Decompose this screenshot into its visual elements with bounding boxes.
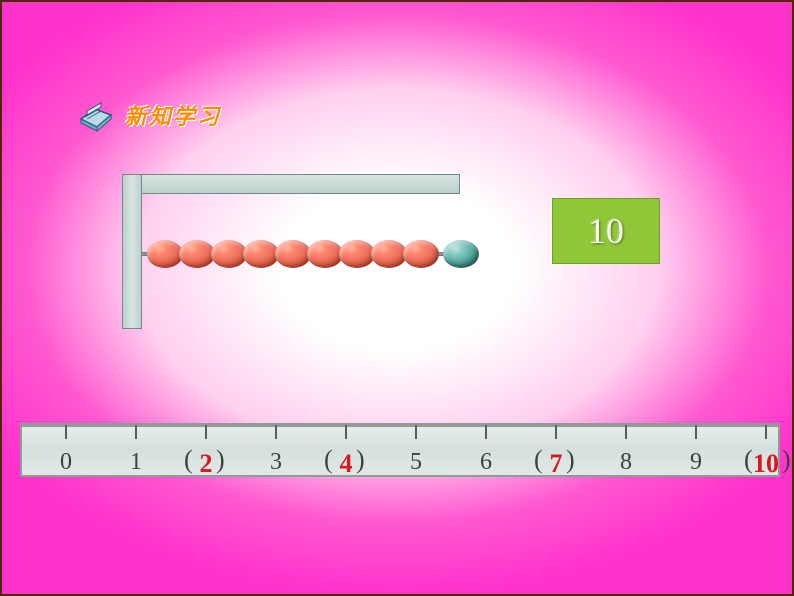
red-bead	[307, 240, 343, 268]
slide-background: 新知学习 10 01()23()456()789()10	[0, 0, 794, 596]
number-line-ruler: 01()23()456()789()10	[20, 423, 780, 477]
ruler-tick	[65, 425, 67, 439]
ruler-tick	[555, 425, 557, 439]
red-bead	[275, 240, 311, 268]
ruler-number: 3	[270, 449, 282, 476]
paren-close: )	[566, 445, 575, 475]
paren-open: (	[534, 445, 543, 475]
section-title: 新知学习	[77, 97, 221, 133]
ruler-tick	[275, 425, 277, 439]
ruler-tick	[415, 425, 417, 439]
paren-open: (	[324, 445, 333, 475]
abacus-frame-top	[122, 174, 460, 194]
paren-close: )	[356, 445, 365, 475]
paren-close: )	[782, 445, 791, 475]
red-bead	[371, 240, 407, 268]
ruler-tick	[765, 425, 767, 439]
result-box: 10	[552, 198, 660, 264]
paren-close: )	[216, 445, 225, 475]
section-title-text: 新知学习	[125, 99, 221, 131]
paren-open: (	[184, 445, 193, 475]
ruler-tick	[625, 425, 627, 439]
ruler-tick	[485, 425, 487, 439]
fill-number: 7	[550, 449, 563, 479]
red-bead	[243, 240, 279, 268]
fill-number: 2	[200, 449, 213, 479]
red-bead	[211, 240, 247, 268]
fill-number: 4	[340, 449, 353, 479]
ruler-number: 0	[60, 449, 72, 476]
red-bead	[179, 240, 215, 268]
red-bead	[147, 240, 183, 268]
ruler-tick	[695, 425, 697, 439]
ruler-tick	[345, 425, 347, 439]
ruler-number: 8	[620, 449, 632, 476]
red-bead	[403, 240, 439, 268]
ruler-number: 6	[480, 449, 492, 476]
teal-bead	[443, 240, 479, 268]
ruler-number: 1	[130, 449, 142, 476]
ruler-number: 5	[410, 449, 422, 476]
book-icon	[77, 97, 117, 133]
paren-open: (	[744, 445, 753, 475]
fill-number: 10	[753, 449, 779, 479]
red-bead	[339, 240, 375, 268]
ruler-number: 9	[690, 449, 702, 476]
ruler-tick	[205, 425, 207, 439]
result-value: 10	[588, 210, 624, 252]
ruler-tick	[135, 425, 137, 439]
abacus-frame-left	[122, 174, 142, 329]
